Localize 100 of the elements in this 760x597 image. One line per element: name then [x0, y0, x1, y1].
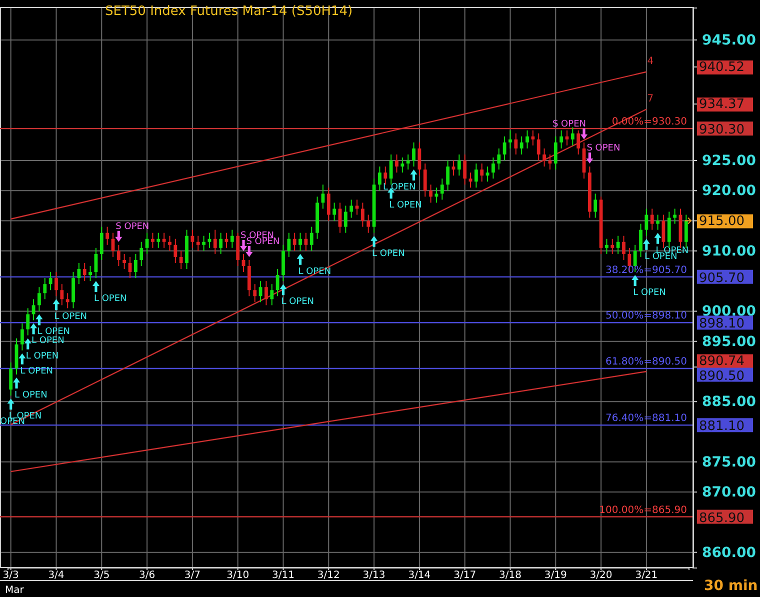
candlestick [332, 202, 336, 222]
candlestick [514, 132, 518, 155]
x-tick-label: 3/6 [138, 570, 156, 582]
candlestick [400, 156, 404, 174]
candlestick [162, 232, 166, 248]
candlestick [230, 229, 234, 248]
series-label: 4 [647, 56, 654, 67]
ref-line-label: 930.30 [699, 122, 744, 138]
annotation: L OPEN [37, 327, 70, 338]
candlestick [213, 229, 217, 254]
candlestick [350, 199, 354, 218]
candlestick [656, 214, 660, 230]
candlestick [622, 235, 626, 260]
candlestick [554, 136, 558, 170]
x-tick-label: 3/3 [2, 570, 19, 582]
candlestick [366, 214, 370, 234]
candlestick [253, 284, 257, 303]
y-tick-label: 890.74 [699, 354, 744, 369]
candlestick [480, 163, 484, 182]
candlestick [196, 235, 200, 252]
candlestick [423, 163, 427, 198]
text: Mar [5, 585, 25, 596]
candlestick [542, 148, 546, 168]
x-tick-label: 3/14 [408, 570, 431, 582]
candlestick [88, 266, 92, 282]
candlestick [43, 278, 47, 300]
candlestick [378, 166, 382, 192]
ref-line-label: 890.50 [699, 368, 744, 384]
y-tick-label: 934.37 [699, 97, 744, 112]
y-tick-label: 885.00 [702, 394, 756, 410]
candlestick [502, 136, 506, 162]
candlestick [344, 205, 348, 234]
candlestick [287, 232, 291, 258]
candlestick [570, 126, 574, 146]
x-tick-label: 3/13 [362, 570, 386, 582]
candlestick [168, 235, 172, 252]
text: 30 min [704, 578, 758, 594]
x-tick-label: 3/5 [94, 570, 110, 582]
x-tick-label: 3/4 [48, 570, 64, 582]
candlestick [650, 208, 654, 230]
x-tick-label: 3/17 [454, 570, 476, 582]
annotation: L OPEN [382, 182, 416, 193]
candlestick [536, 132, 540, 162]
y-tick-label: 940.52 [699, 60, 744, 76]
series-label: 7 [647, 93, 654, 104]
x-tick-label: 3/7 [184, 570, 200, 582]
annotation: S OPEN [116, 222, 150, 232]
candlestick [82, 262, 86, 282]
annotation: L OPEN [94, 294, 127, 304]
candlestick [116, 244, 120, 266]
candlestick [446, 160, 450, 192]
candlestick [106, 226, 110, 246]
candlestick [605, 238, 608, 254]
x-tick-label: 3/20 [590, 570, 612, 582]
candlestick [174, 238, 178, 264]
candlestick [310, 226, 314, 252]
candlestick [457, 154, 461, 176]
candlestick [190, 229, 194, 248]
annotation: S OPEN [586, 144, 620, 154]
candlestick [418, 142, 422, 176]
candlestick [304, 232, 308, 252]
candlestick [77, 262, 81, 285]
y-tick-label: 860.00 [702, 544, 756, 561]
candlestick [179, 250, 183, 270]
x-tick-label: 3/19 [544, 570, 567, 582]
annotation: 50.00%=898.10 [606, 310, 687, 322]
candlestick [66, 292, 70, 309]
x-tick-label: 3/18 [499, 570, 522, 582]
annotation: S OPEN [552, 119, 586, 130]
candlestick [639, 223, 642, 258]
y-tick-label: 945.00 [702, 32, 756, 48]
annotation: L OPEN [32, 336, 64, 346]
y-tick-label: 920.00 [702, 183, 756, 200]
x-tick-label: 3/12 [317, 570, 340, 582]
candlestick [610, 238, 614, 254]
candlestick [298, 232, 302, 252]
x-tick-label: 3/10 [226, 570, 250, 582]
candlestick [26, 308, 30, 336]
candlestick [560, 130, 564, 149]
candlestick [100, 226, 104, 260]
candlestick [389, 154, 393, 186]
candlestick [122, 253, 126, 270]
annotation: L OPEN [633, 288, 666, 298]
x-tick-label: 3/11 [272, 570, 294, 582]
annotation: L OPEN [26, 351, 59, 362]
ref-line-label: 865.90 [699, 510, 744, 526]
candlestick [576, 130, 580, 155]
candlestick [497, 148, 501, 170]
candlestick [270, 284, 274, 306]
ref-line-label: 905.70 [699, 270, 744, 286]
annotation: 76.40%=881.10 [606, 413, 687, 424]
candlestick [616, 235, 620, 254]
candlestick [134, 253, 138, 279]
candlestick [395, 154, 398, 174]
candlestick [9, 362, 13, 396]
y-tick-label: 915.00 [699, 214, 744, 229]
candlestick [412, 142, 416, 168]
x-tick-label: 3/21 [635, 570, 658, 582]
ref-line-label: 898.10 [699, 316, 744, 332]
candlestick [54, 272, 58, 297]
